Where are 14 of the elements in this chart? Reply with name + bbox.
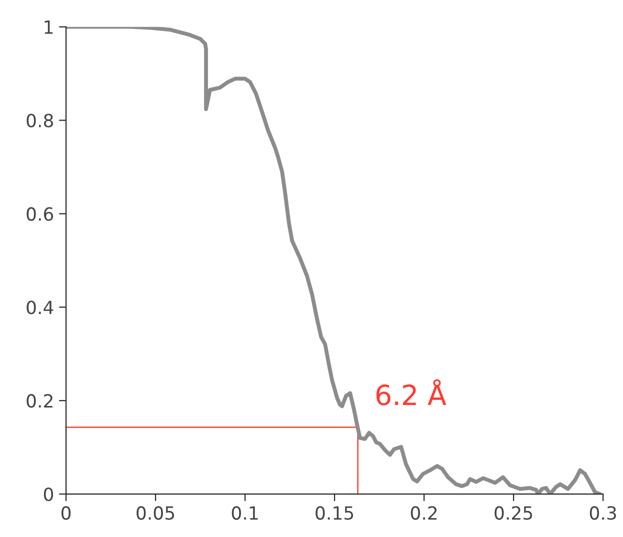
x-tick-label: 0.3 bbox=[590, 506, 616, 520]
y-tick-label: 0.6 bbox=[26, 207, 54, 221]
annotation: 6.2 Å bbox=[376, 379, 446, 406]
x-tick-label: 0.25 bbox=[494, 506, 532, 520]
x-tick-label: 0.15 bbox=[316, 506, 354, 520]
y-tick-label: 0 bbox=[44, 488, 54, 502]
x-tick-label: 0.2 bbox=[410, 506, 437, 520]
y-tick-label: 0.2 bbox=[26, 394, 52, 408]
y-tick-label: 0.4 bbox=[26, 300, 54, 314]
y-tick-label: 0.8 bbox=[26, 114, 53, 128]
x-tick-label: 0.05 bbox=[136, 506, 174, 520]
x-tick-label: 0 bbox=[61, 506, 71, 520]
y-tick-label: 1 bbox=[44, 20, 53, 34]
x-tick-label: 0.1 bbox=[232, 506, 258, 520]
